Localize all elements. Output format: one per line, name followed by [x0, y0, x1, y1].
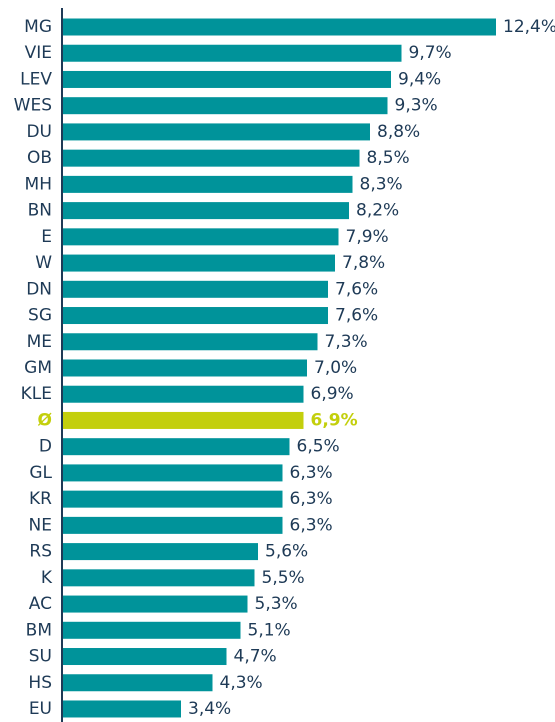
bar [63, 97, 388, 115]
bar [63, 569, 255, 587]
category-label: OB [27, 148, 52, 168]
value-label: 3,4% [188, 699, 231, 719]
category-label: LEV [20, 69, 52, 89]
category-label: VIE [25, 43, 52, 63]
bar [63, 464, 283, 482]
category-label: GM [24, 358, 52, 378]
bar [63, 149, 360, 167]
category-label: SG [28, 306, 52, 326]
value-label: 4,3% [220, 673, 263, 693]
bar [63, 333, 318, 351]
category-label: RS [29, 542, 52, 562]
category-label: AC [29, 594, 52, 614]
category-label: ME [27, 332, 52, 352]
bar [63, 385, 304, 403]
category-label: Ø [38, 410, 52, 430]
bar [63, 44, 402, 62]
value-label: 6,3% [290, 489, 333, 509]
value-label: 9,4% [398, 69, 441, 89]
category-label: MH [25, 174, 52, 194]
value-label: 6,9% [311, 384, 354, 404]
category-label: DU [26, 122, 52, 142]
value-label: 7,9% [346, 227, 389, 247]
value-label: 7,6% [335, 279, 378, 299]
value-label: 6,3% [290, 515, 333, 535]
bar [63, 123, 370, 141]
value-label: 7,8% [342, 253, 385, 273]
bar [63, 621, 241, 639]
bar [63, 228, 339, 246]
category-label: SU [29, 647, 52, 667]
category-label: BN [28, 201, 52, 221]
value-label: 7,0% [314, 358, 357, 378]
value-label: 8,8% [377, 122, 420, 142]
bar [63, 438, 290, 456]
value-label: 7,6% [335, 306, 378, 326]
category-label: W [35, 253, 52, 273]
value-label: 6,3% [290, 463, 333, 483]
bar [63, 359, 307, 377]
bar [63, 411, 304, 429]
bar [63, 543, 258, 561]
bar [63, 648, 227, 666]
bar [63, 516, 283, 534]
value-label: 5,3% [255, 594, 298, 614]
category-label: HS [28, 673, 52, 693]
category-label: E [41, 227, 52, 247]
bar [63, 490, 283, 508]
bar [63, 175, 353, 193]
bar [63, 18, 496, 36]
value-label: 4,7% [234, 647, 277, 667]
bar [63, 202, 349, 220]
value-label: 9,3% [395, 96, 438, 116]
bar [63, 307, 328, 325]
category-label: DN [26, 279, 52, 299]
value-label: 8,3% [360, 174, 403, 194]
category-label: NE [29, 515, 52, 535]
bar [63, 674, 213, 692]
bar [63, 700, 181, 718]
category-label: KR [29, 489, 52, 509]
bar [63, 254, 335, 272]
category-label: D [39, 437, 52, 457]
category-label: KLE [21, 384, 52, 404]
category-label: GL [29, 463, 52, 483]
bar [63, 280, 328, 298]
category-label: K [41, 568, 53, 588]
value-label: 6,5% [297, 437, 340, 457]
category-label: BM [26, 620, 52, 640]
value-label: 6,9% [311, 410, 358, 430]
value-label: 8,2% [356, 201, 399, 221]
value-label: 8,5% [367, 148, 410, 168]
category-label: WES [14, 96, 52, 116]
category-label: EU [29, 699, 52, 719]
category-label: MG [24, 17, 52, 37]
value-label: 5,6% [265, 542, 308, 562]
value-label: 7,3% [325, 332, 368, 352]
value-label: 9,7% [409, 43, 452, 63]
bar [63, 595, 248, 613]
value-label: 5,5% [262, 568, 305, 588]
value-label: 5,1% [248, 620, 291, 640]
bar [63, 70, 391, 88]
value-label: 12,4% [503, 17, 555, 37]
